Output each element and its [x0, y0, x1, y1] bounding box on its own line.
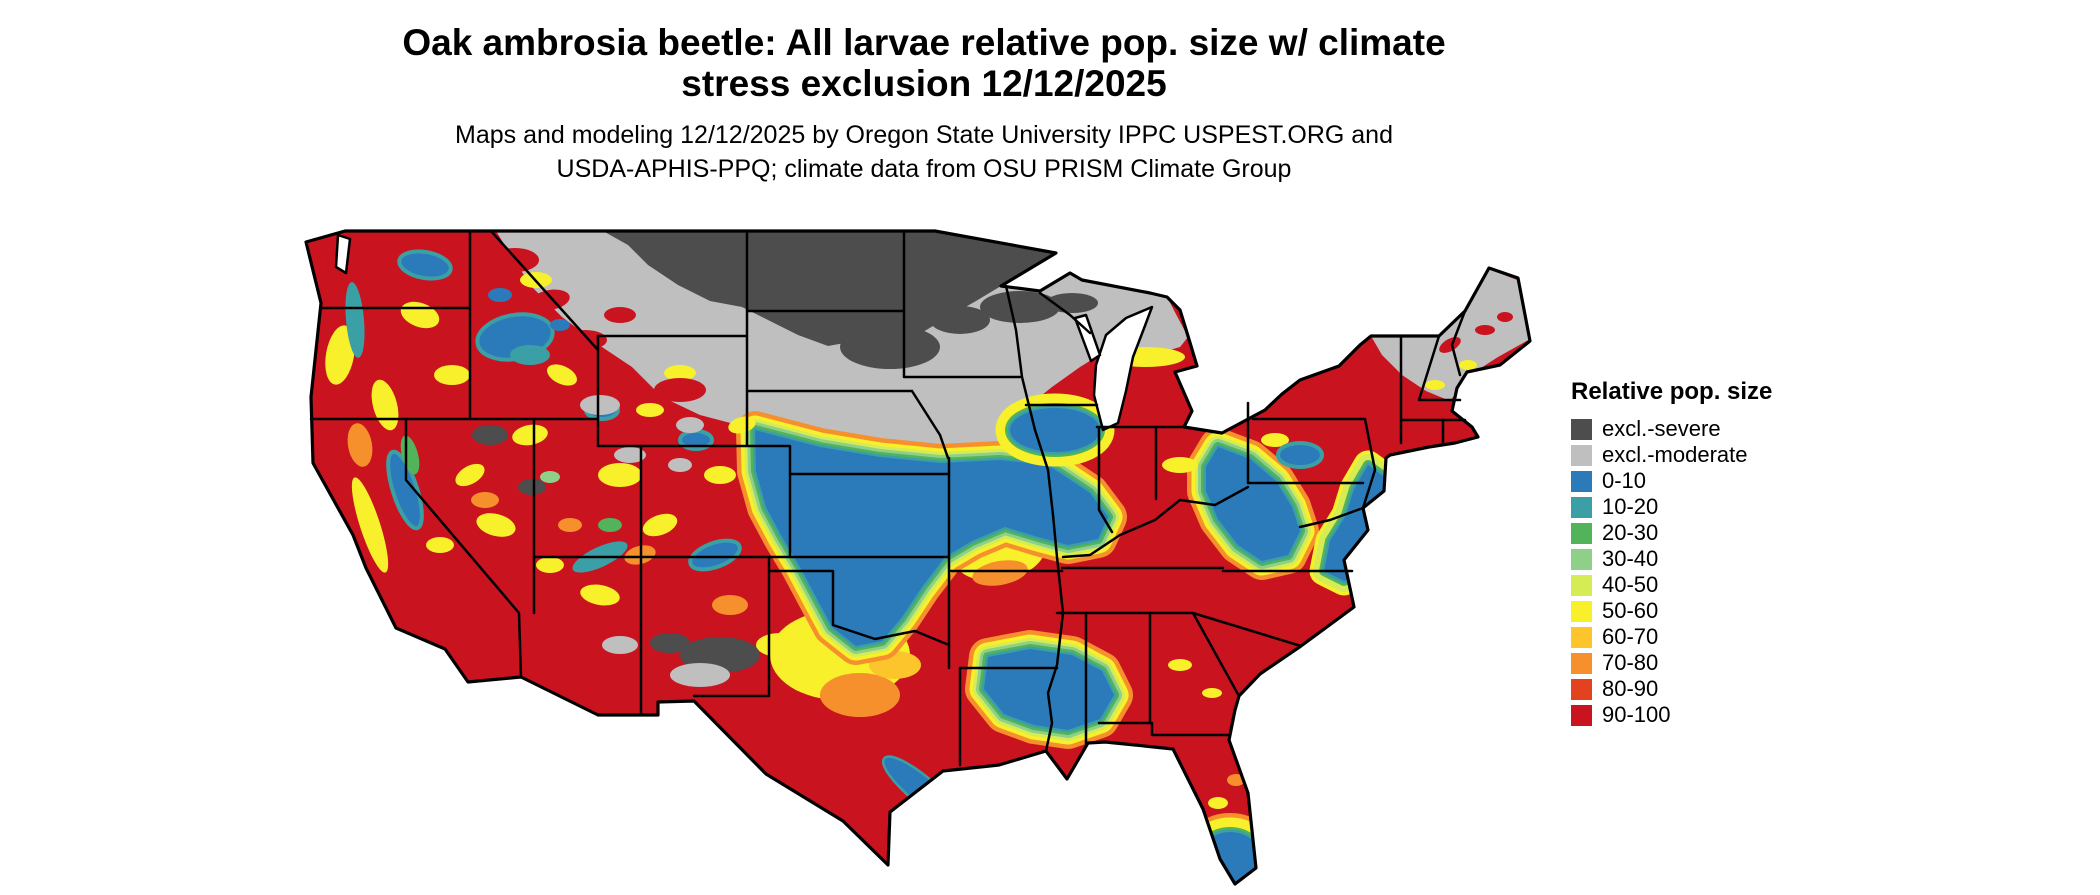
legend-swatch — [1571, 704, 1592, 726]
legend-entry: 40-50 — [1571, 572, 1831, 598]
legend-label: excl.-severe — [1602, 416, 1721, 441]
legend-swatch — [1571, 548, 1592, 570]
legend-entry: 0-10 — [1571, 468, 1831, 494]
legend-swatch — [1571, 496, 1592, 518]
legend-entry: 80-90 — [1571, 676, 1831, 702]
legend-swatch — [1571, 418, 1592, 440]
title-block: Oak ambrosia beetle: All larvae relative… — [0, 22, 1848, 186]
legend-entry: 50-60 — [1571, 598, 1831, 624]
legend-swatch — [1571, 678, 1592, 700]
legend-entry: 60-70 — [1571, 624, 1831, 650]
puget-sound — [334, 233, 352, 275]
legend-entry: 10-20 — [1571, 494, 1831, 520]
legend-label: 10-20 — [1602, 494, 1659, 519]
us-outline — [304, 229, 1532, 886]
east-mottling — [1105, 312, 1513, 809]
legend: Relative pop. size excl.-severe excl.-mod… — [1571, 378, 1831, 728]
legend-swatch — [1571, 600, 1592, 622]
legend-entry: 90-100 — [1571, 702, 1831, 728]
map-subtitle-line2: USDA-APHIS-PPQ; climate data from OSU PR… — [556, 155, 1292, 183]
legend-swatch — [1571, 652, 1592, 674]
map-title-line1: Oak ambrosia beetle: All larvae relative… — [402, 22, 1446, 63]
legend-label: 20-30 — [1602, 520, 1659, 545]
map-title: Oak ambrosia beetle: All larvae relative… — [0, 22, 1848, 104]
legend-entry: 30-40 — [1571, 546, 1831, 572]
legend-title: Relative pop. size — [1571, 378, 1773, 405]
legend-label: excl.-moderate — [1602, 442, 1748, 467]
legend-entry: 70-80 — [1571, 650, 1831, 676]
legend-entry: 20-30 — [1571, 520, 1831, 546]
map-container — [300, 225, 1535, 890]
legend-label: 0-10 — [1602, 468, 1647, 493]
exclusion-severe-regions — [472, 231, 1098, 673]
legend-label: 80-90 — [1602, 676, 1659, 701]
legend-swatch — [1571, 444, 1592, 466]
legend-label: 70-80 — [1602, 650, 1659, 675]
legend-label: 60-70 — [1602, 624, 1659, 649]
legend-label: 90-100 — [1602, 702, 1671, 727]
legend-rows: excl.-severe excl.-moderate 0-10 10-20 20-30… — [1571, 416, 1831, 728]
legend-swatch — [1571, 574, 1592, 596]
map-title-line2: stress exclusion 12/12/2025 — [681, 63, 1167, 104]
legend-swatch — [1571, 522, 1592, 544]
legend-label: 30-40 — [1602, 546, 1659, 571]
map-subtitle: Maps and modeling 12/12/2025 by Oregon S… — [0, 118, 1848, 186]
legend-entry: excl.-severe — [1571, 416, 1831, 442]
lake-michigan — [1092, 305, 1154, 432]
legend-swatch — [1571, 470, 1592, 492]
legend-label: 50-60 — [1602, 598, 1659, 623]
state-borders — [309, 229, 1467, 767]
legend-entry: excl.-moderate — [1571, 442, 1831, 468]
legend-swatch — [1571, 626, 1592, 648]
us-map — [304, 229, 1532, 886]
great-lakes — [334, 233, 1154, 432]
legend-label: 40-50 — [1602, 572, 1659, 597]
map-subtitle-line1: Maps and modeling 12/12/2025 by Oregon S… — [455, 121, 1393, 149]
